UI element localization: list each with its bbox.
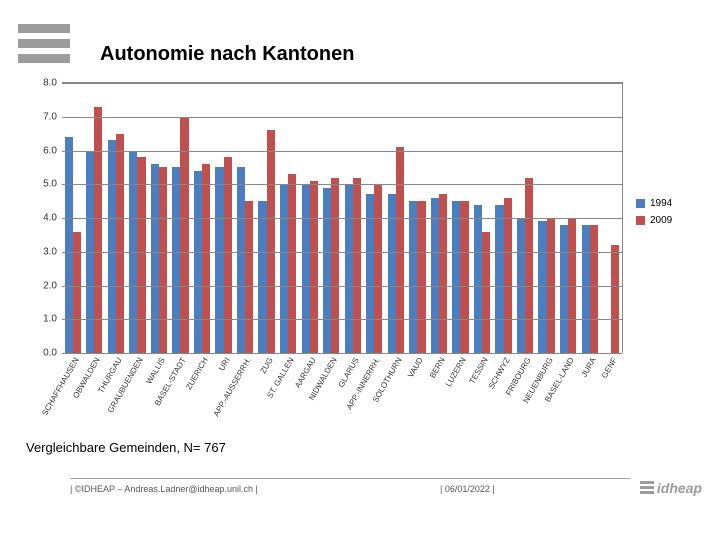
bar bbox=[353, 178, 361, 354]
x-tick-label: SCHAFFHAUSEN bbox=[40, 356, 80, 417]
bar bbox=[73, 232, 81, 354]
brand-text: idheap bbox=[657, 480, 702, 496]
bar bbox=[180, 117, 188, 353]
bar bbox=[215, 167, 223, 353]
gridline bbox=[62, 286, 622, 287]
chart-subtitle: Vergleichbare Gemeinden, N= 767 bbox=[26, 440, 226, 455]
idheap-logo: idheap bbox=[640, 479, 702, 496]
bar bbox=[224, 157, 232, 353]
brand-bars-icon bbox=[18, 24, 70, 69]
bar bbox=[417, 201, 425, 353]
bar bbox=[245, 201, 253, 353]
gridline bbox=[62, 151, 622, 152]
bar bbox=[302, 184, 310, 353]
bar bbox=[137, 157, 145, 353]
bar bbox=[288, 174, 296, 353]
bar bbox=[409, 201, 417, 353]
y-tick-label: 5.0 bbox=[43, 179, 62, 190]
bar bbox=[280, 184, 288, 353]
y-tick-label: 2.0 bbox=[43, 280, 62, 291]
bar bbox=[504, 198, 512, 353]
gridline bbox=[62, 353, 622, 354]
footer-date: | 06/01/2022 | bbox=[440, 484, 495, 494]
y-tick-label: 8.0 bbox=[43, 78, 62, 89]
x-tick-label: WALLIS bbox=[144, 356, 166, 386]
gridline bbox=[62, 117, 622, 118]
x-tick-label: GENF bbox=[600, 356, 619, 380]
legend-label: 2009 bbox=[650, 215, 672, 226]
bar bbox=[538, 221, 546, 353]
y-tick-label: 7.0 bbox=[43, 111, 62, 122]
bar bbox=[495, 205, 503, 354]
bar bbox=[151, 164, 159, 353]
legend-swatch bbox=[636, 216, 645, 225]
y-tick-label: 3.0 bbox=[43, 246, 62, 257]
x-tick-label: URI bbox=[217, 356, 232, 372]
bar bbox=[482, 232, 490, 354]
chart-plot-area: SCHAFFHAUSENOBWALDENTHURGAUGRAUBUENDENWA… bbox=[62, 82, 623, 353]
x-tick-label: ZUERICH bbox=[184, 356, 210, 391]
gridline bbox=[62, 319, 622, 320]
legend-swatch bbox=[636, 199, 645, 208]
bar bbox=[108, 140, 116, 353]
bar bbox=[374, 184, 382, 353]
bar bbox=[310, 181, 318, 353]
bar bbox=[431, 198, 439, 353]
chart-legend: 1994 2009 bbox=[636, 198, 672, 232]
gridline bbox=[62, 252, 622, 253]
x-tick-label: BERN bbox=[428, 356, 447, 380]
brand-bars-small-icon bbox=[640, 479, 654, 496]
x-tick-label: LUZERN bbox=[444, 356, 468, 388]
bar bbox=[172, 167, 180, 353]
y-tick-label: 1.0 bbox=[43, 314, 62, 325]
autonomy-chart: SCHAFFHAUSENOBWALDENTHURGAUGRAUBUENDENWA… bbox=[22, 78, 702, 418]
bar bbox=[396, 147, 404, 353]
bar bbox=[258, 201, 266, 353]
y-tick-label: 0.0 bbox=[43, 348, 62, 359]
bar bbox=[590, 225, 598, 353]
bar bbox=[474, 205, 482, 354]
bar bbox=[525, 178, 533, 354]
bar bbox=[159, 167, 167, 353]
x-tick-label: JURA bbox=[579, 356, 597, 379]
bar bbox=[194, 171, 202, 353]
footer-divider bbox=[70, 478, 630, 479]
bar bbox=[611, 245, 619, 353]
bar bbox=[65, 137, 73, 353]
x-tick-label: VAUD bbox=[407, 356, 426, 379]
bar bbox=[202, 164, 210, 353]
bar bbox=[582, 225, 590, 353]
page-title: Autonomie nach Kantonen bbox=[100, 43, 354, 66]
bar bbox=[560, 225, 568, 353]
gridline bbox=[62, 83, 622, 84]
x-tick-label: TESSIN bbox=[468, 356, 490, 386]
y-tick-label: 4.0 bbox=[43, 213, 62, 224]
bar bbox=[452, 201, 460, 353]
y-tick-label: 6.0 bbox=[43, 145, 62, 156]
legend-item: 1994 bbox=[636, 198, 672, 209]
gridline bbox=[62, 184, 622, 185]
bar bbox=[460, 201, 468, 353]
bar bbox=[323, 188, 331, 353]
legend-item: 2009 bbox=[636, 215, 672, 226]
bar bbox=[94, 107, 102, 353]
gridline bbox=[62, 218, 622, 219]
bar bbox=[345, 184, 353, 353]
x-tick-label: ZUG bbox=[258, 356, 274, 375]
bar bbox=[331, 178, 339, 354]
footer-credit: | ©IDHEAP – Andreas.Ladner@idheap.unil.c… bbox=[70, 484, 258, 494]
legend-label: 1994 bbox=[650, 198, 672, 209]
bar bbox=[237, 167, 245, 353]
